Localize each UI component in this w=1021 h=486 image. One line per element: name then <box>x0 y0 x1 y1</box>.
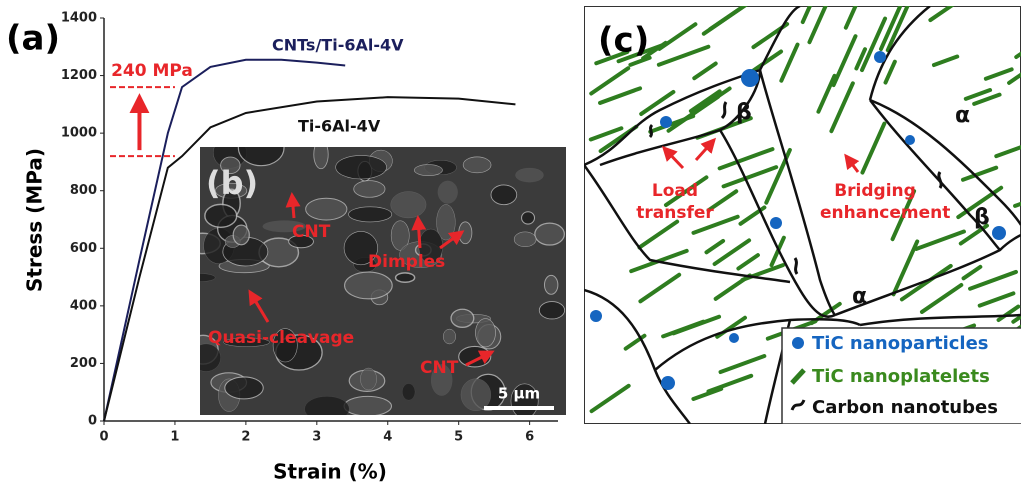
sem-texture <box>475 319 495 347</box>
inset-text: Dimples <box>368 252 445 272</box>
sem-texture <box>491 185 517 205</box>
series-label: Ti-6Al-4V <box>298 117 381 136</box>
sem-texture <box>391 191 426 218</box>
sem-texture <box>354 181 385 198</box>
sem-texture <box>463 157 491 173</box>
inset-text: Quasi-cleavage <box>208 328 354 348</box>
x-tick-label: 5 <box>454 430 463 445</box>
sem-texture <box>360 368 376 390</box>
y-tick-label: 1200 <box>61 68 97 83</box>
inset-text: CNT <box>292 222 331 242</box>
sem-texture <box>515 168 543 182</box>
sem-texture <box>233 225 249 245</box>
x-tick-label: 4 <box>383 430 392 445</box>
sem-texture <box>192 344 221 372</box>
y-tick-label: 200 <box>70 356 97 371</box>
sem-texture <box>539 302 564 319</box>
phase: β <box>974 205 990 230</box>
phase: α <box>955 103 970 128</box>
y-tick-label: 800 <box>70 183 97 198</box>
sem-texture <box>205 204 237 227</box>
sem-texture <box>402 384 415 401</box>
sem-texture <box>185 274 215 282</box>
arrow <box>418 218 420 248</box>
sem-texture <box>238 130 284 166</box>
sem-texture <box>535 223 565 245</box>
inset-label: (b) <box>206 164 258 202</box>
sem-texture <box>396 273 415 282</box>
legend-swatch <box>792 337 804 349</box>
y-tick-label: 600 <box>70 241 97 256</box>
legend-label: TiC nanoparticles <box>812 333 989 354</box>
x-tick-label: 1 <box>170 430 179 445</box>
schematic: β α β α Load transfer Bridging enhanceme… <box>584 0 1021 424</box>
mechanism: Load transfer <box>625 180 725 224</box>
inset-text: CNT <box>420 358 459 378</box>
legend-label: Carbon nanotubes <box>812 397 998 418</box>
sem-texture <box>438 181 458 204</box>
y-axis-label: Stress (MPa) <box>23 148 47 292</box>
sem-texture <box>225 377 263 399</box>
sem-texture <box>522 212 535 224</box>
sem-texture <box>314 140 328 169</box>
x-tick-label: 6 <box>525 430 534 445</box>
x-tick-label: 0 <box>99 430 108 445</box>
sem-texture <box>544 275 557 294</box>
mechanism-box: Load transfer <box>625 180 725 240</box>
mechanism: Bridging enhancement <box>790 180 960 224</box>
x-axis-label: Strain (%) <box>273 460 387 484</box>
panel-label: (c) <box>598 21 649 61</box>
sem-texture <box>414 165 442 176</box>
sem-texture <box>514 232 536 247</box>
scale-bar-label: 5 μm <box>498 385 540 403</box>
y-tick-label: 0 <box>88 414 97 429</box>
sem-texture <box>344 396 391 416</box>
x-tick-label: 2 <box>241 430 250 445</box>
series-label: CNTs/Ti-6Al-4V <box>272 36 404 55</box>
sem-texture <box>451 309 474 327</box>
sem-texture <box>336 155 387 179</box>
panel-label: (a) <box>6 19 60 59</box>
sem-texture <box>345 272 393 299</box>
mechanism-box: Bridging enhancement <box>790 180 960 240</box>
arrow <box>292 195 294 218</box>
phase: β <box>736 100 752 125</box>
sem-texture <box>443 329 456 344</box>
figure: (a) Strain (%) Stress (MPa) 0 200 400 600 80… <box>0 0 1021 486</box>
legend-label: TiC nanoplatelets <box>812 366 990 387</box>
y-tick-label: 1400 <box>61 11 97 26</box>
sem-texture <box>306 198 347 220</box>
sem-texture <box>349 207 392 222</box>
sem-texture <box>305 396 350 421</box>
y-tick-label: 1000 <box>61 126 97 141</box>
x-tick-label: 3 <box>312 430 321 445</box>
annotation-text: 240 MPa <box>111 61 193 81</box>
y-tick-label: 400 <box>70 298 97 313</box>
phase: α <box>852 284 867 309</box>
